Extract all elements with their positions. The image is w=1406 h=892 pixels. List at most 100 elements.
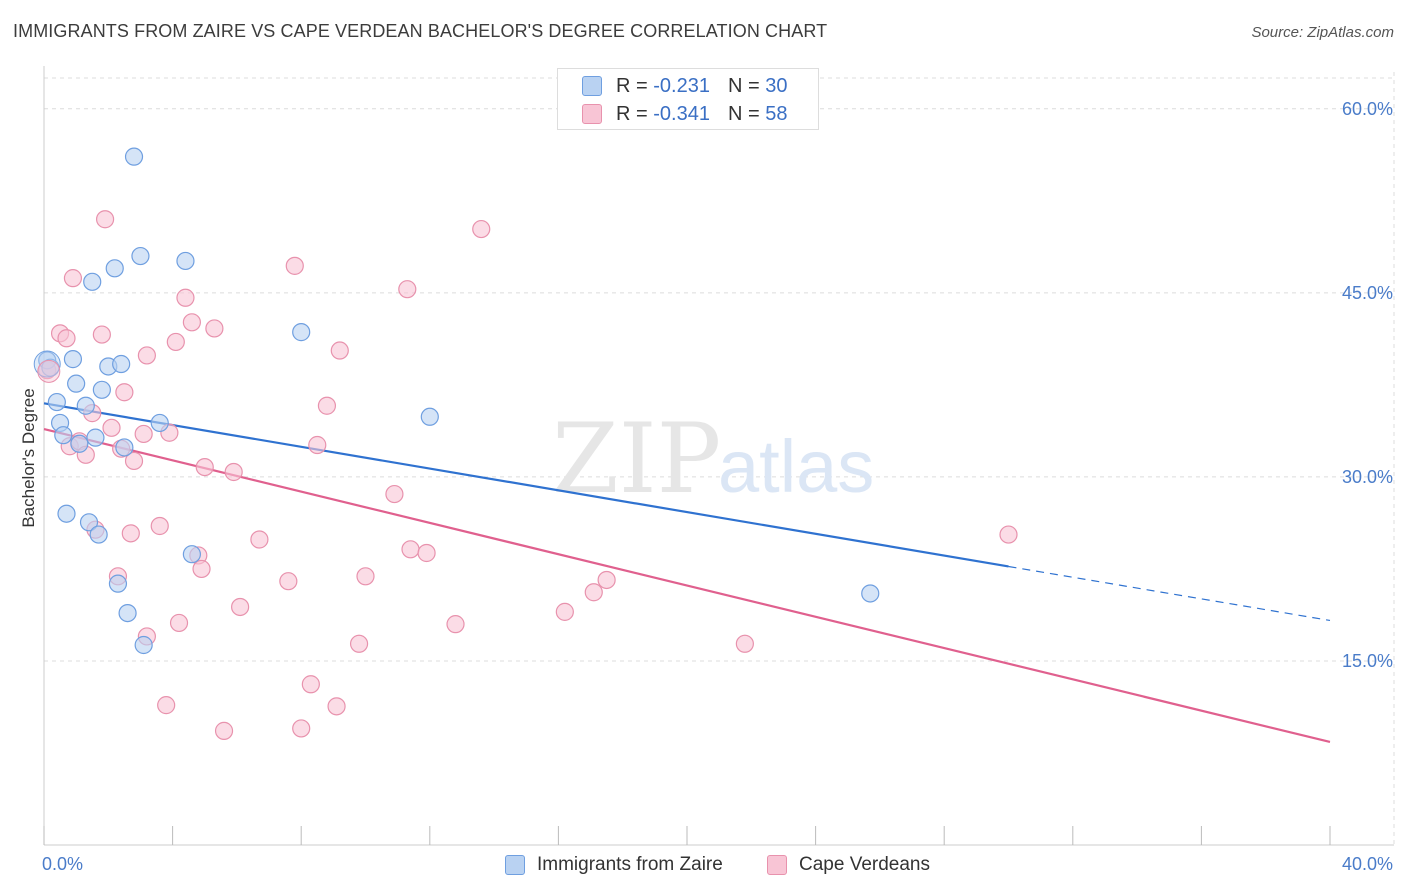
cape-verdean-point (285, 256, 304, 275)
cape-verdean-point (279, 572, 298, 591)
r-label: R = (616, 74, 648, 97)
cape-verdean-point (195, 457, 214, 477)
zaire-point (182, 545, 201, 564)
zaire-point (150, 413, 169, 433)
r-value: -0.231 (653, 74, 710, 97)
zaire-point (131, 246, 150, 266)
tick-labels: 15.0% 30.0% 45.0% 60.0% 0.0% 40.0% (42, 99, 1393, 874)
n-label: N = (727, 102, 760, 125)
y-axis-label: Bachelor's Degree (19, 388, 38, 527)
zipatlas-watermark: ZIP atlas (552, 403, 874, 515)
cape-verdean-point (327, 697, 346, 716)
r-value: -0.341 (653, 102, 710, 125)
cape-verdean-point (182, 313, 201, 332)
watermark-zip: ZIP (552, 403, 721, 515)
cape-verdean-point (121, 524, 140, 543)
cape-verdean-point (214, 721, 234, 740)
zaire-point (63, 350, 83, 369)
y-tick-label: 45.0% (1342, 283, 1393, 303)
cape-verdean-point (398, 280, 417, 299)
cape-verdean-point (115, 383, 134, 402)
watermark-atlas: atlas (718, 425, 874, 508)
cape-verdean-point (330, 341, 349, 360)
cape-verdean-point (95, 210, 115, 229)
x-tick-label: 40.0% (1342, 854, 1393, 874)
n-value: 58 (765, 102, 788, 125)
zaire-legend-label: Immigrants from Zaire (537, 854, 723, 875)
cape-verdean-point-cluster (37, 359, 61, 383)
legend-item-zaire: Immigrants from Zaire (505, 852, 723, 878)
cape-verdean-point (999, 525, 1018, 544)
legend-item-cape-verdeans: Cape Verdeans (767, 852, 930, 878)
zaire-point-cluster (33, 350, 61, 378)
cape-verdean-point (301, 675, 320, 694)
zaire-point (92, 380, 111, 399)
zaire-point (57, 504, 76, 523)
zaire-point (76, 396, 95, 415)
y-tick-label: 60.0% (1342, 99, 1393, 119)
trend-lines (43, 402, 1331, 744)
cape-verdeans-legend-label: Cape Verdeans (799, 854, 930, 875)
cape-verdean-point (317, 396, 337, 415)
zaire-trend-extension (1008, 565, 1331, 622)
cape-verdean-point (192, 559, 211, 579)
n-value: 30 (765, 74, 788, 97)
cape-verdean-point (472, 219, 491, 239)
cape-verdean-swatch (582, 104, 602, 124)
cape-verdean-trend-line (43, 427, 1331, 744)
cape-verdean-point (555, 602, 574, 621)
cape-verdean-point (356, 567, 375, 586)
n-label: N = (727, 74, 760, 97)
zaire-point (176, 251, 195, 271)
cape-verdean-point (385, 484, 404, 504)
zaire-point (115, 438, 134, 457)
zaire-point (89, 525, 108, 544)
zaire-point (70, 434, 89, 453)
zaire-point (108, 574, 128, 593)
cape-verdean-point (137, 346, 156, 365)
cape-verdean-point (169, 613, 189, 633)
cape-verdean-point (134, 424, 153, 444)
cape-verdean-point (417, 543, 436, 563)
cape-verdean-point (224, 462, 243, 482)
cape-verdeans-legend-swatch (767, 855, 787, 875)
r-label: R = (616, 102, 648, 125)
cape-verdean-point (157, 696, 176, 715)
cape-verdean-point (292, 719, 311, 738)
source-credit: Source: ZipAtlas.com (1251, 24, 1394, 41)
stats-row-cape-verdean: R = -0.341 N = 58 (558, 100, 787, 128)
cape-verdean-point (92, 325, 111, 344)
stats-legend: R = -0.231 N = 30 R = -0.341 N = 58 (557, 68, 819, 130)
cape-verdean-point (735, 634, 754, 653)
cape-verdean-point (124, 451, 144, 471)
zaire-point (292, 323, 311, 342)
zaire-point (861, 584, 880, 603)
cape-verdean-point (597, 570, 616, 590)
cape-verdean-point (446, 615, 465, 634)
axes (43, 66, 1394, 846)
zaire-legend-swatch (505, 855, 525, 875)
cape-verdean-point (57, 329, 76, 348)
cape-verdean-point (401, 540, 420, 559)
cape-verdean-point (166, 332, 185, 352)
zaire-point (83, 272, 102, 291)
zaire-point (47, 392, 66, 412)
cape-verdean-point (63, 269, 83, 288)
zaire-point (124, 147, 144, 166)
zaire-point (79, 513, 99, 532)
zaire-trend-line (43, 402, 1009, 568)
y-tick-label: 15.0% (1342, 651, 1393, 671)
chart-title: IMMIGRANTS FROM ZAIRE VS CAPE VERDEAN BA… (13, 21, 828, 41)
cape-verdean-point (584, 583, 603, 602)
data-points (33, 147, 1018, 740)
cape-verdean-point (176, 288, 195, 307)
zaire-point (118, 603, 137, 623)
cape-verdean-point (150, 516, 169, 536)
zaire-swatch (582, 76, 602, 96)
zaire-point (420, 407, 439, 426)
cape-verdean-point (250, 530, 269, 549)
zaire-point (105, 259, 124, 278)
y-tick-label: 30.0% (1342, 467, 1393, 487)
zaire-point (134, 635, 153, 655)
